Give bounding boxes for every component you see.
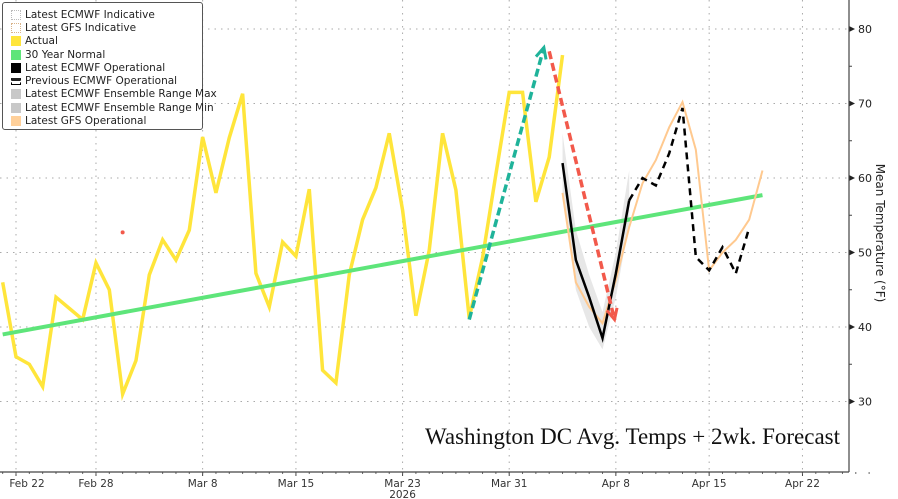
legend-item[interactable]: Latest ECMWF Indicative [11,8,202,21]
x-tick-label: Feb 22 [9,478,44,490]
legend-swatch-icon [11,22,21,33]
previous-ecmwf-operational-line [628,107,751,277]
legend-item[interactable]: Latest GFS Indicative [11,21,202,34]
legend-swatch-icon [11,9,21,20]
legend-item[interactable]: 30 Year Normal [11,48,202,61]
y-tick [849,249,855,256]
legend-swatch-icon [11,62,21,73]
x-tick-label: Mar 23 [384,478,421,490]
legend-item[interactable]: Actual [11,35,202,48]
legend-label: Latest ECMWF Ensemble Range Max [25,88,217,101]
legend-item[interactable]: Latest ECMWF Ensemble Range Max [11,88,217,101]
y-tick [849,26,855,32]
y-axis-label: Mean Temperature (°F) [873,163,887,303]
x-tick-label: Apr 15 [692,478,727,490]
legend-label: Actual [25,35,58,48]
trend-arrow-line [467,47,546,321]
normal-series-line [2,193,763,337]
legend-label: 30 Year Normal [25,48,106,61]
legend-swatch-icon [11,89,21,100]
legend-swatch-icon [11,77,21,85]
y-tick-label: 60 [858,172,872,185]
x-year-label: 2026 [389,489,416,499]
y-tick-label: 50 [858,247,872,260]
trend-arrow-line [547,50,617,320]
chart-legend: Latest ECMWF Indicative Latest GFS Indica… [2,2,217,130]
y-tick-label: 80 [858,23,872,36]
legend-swatch-icon [11,102,21,113]
legend-swatch-icon [11,36,21,47]
marker-point [120,230,125,235]
legend-label: Latest ECMWF Indicative [25,8,155,21]
trend-arrow-head [534,44,548,60]
legend-swatch-icon [11,116,21,127]
y-tick [849,398,855,405]
legend-item[interactable]: Latest GFS Operational [11,114,202,127]
legend-item[interactable]: Latest ECMWF Operational [11,61,202,74]
legend-label: Latest GFS Indicative [25,21,137,34]
y-tick-label: 40 [858,321,872,334]
chart-title: Washington DC Avg. Temps + 2wk. Forecast [425,424,840,449]
legend-label: Latest GFS Operational [25,115,147,128]
legend-label: Previous ECMWF Operational [25,75,178,88]
x-tick-label: Mar 15 [278,478,315,490]
y-tick [849,100,855,107]
legend-item[interactable]: Previous ECMWF Operational [11,74,202,87]
legend-item[interactable]: Latest ECMWF Ensemble Range Min [11,101,214,114]
x-tick-label: Feb 28 [78,478,113,490]
trend-arrow-head [605,307,619,323]
y-tick-label: 70 [858,98,872,111]
legend-swatch-icon [11,49,21,60]
y-tick-label: 30 [858,396,872,409]
y-tick [849,324,855,330]
ecmwf-operational-line [561,162,631,344]
x-tick-label: Mar 8 [188,478,218,490]
legend-label: Latest ECMWF Operational [25,61,166,74]
x-tick-label: Mar 31 [491,478,528,490]
y-tick [849,175,855,181]
x-tick-label: Apr 22 [785,478,820,490]
x-tick-label: Apr 8 [602,478,630,490]
legend-label: Latest ECMWF Ensemble Range Min [25,101,214,114]
